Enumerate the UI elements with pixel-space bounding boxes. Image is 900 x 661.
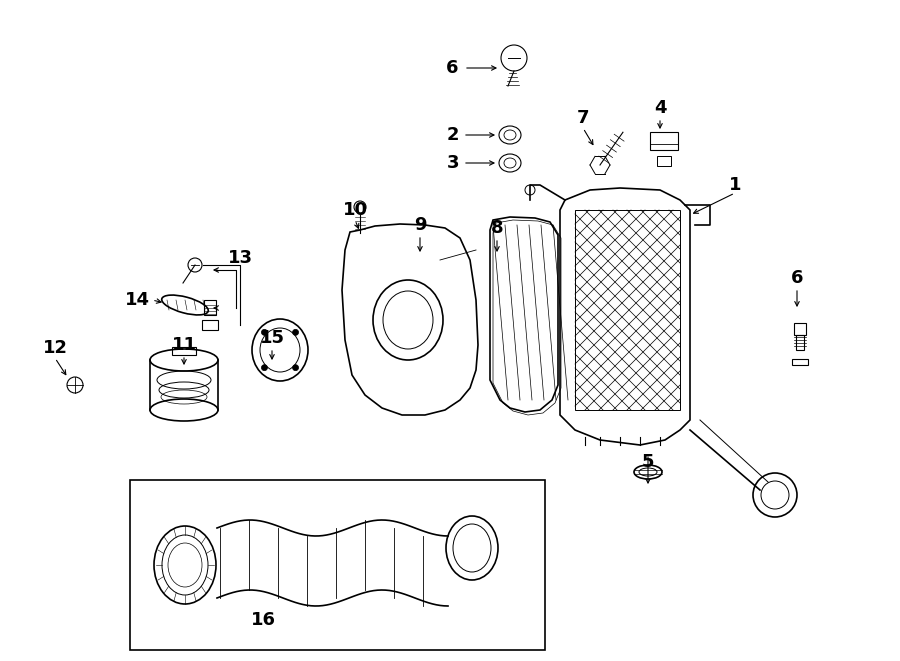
Bar bbox=[657, 156, 671, 166]
Text: 7: 7 bbox=[577, 109, 590, 127]
Text: 6: 6 bbox=[446, 59, 458, 77]
Circle shape bbox=[292, 365, 299, 371]
Text: 8: 8 bbox=[491, 219, 503, 237]
Text: 11: 11 bbox=[172, 336, 196, 354]
Text: 2: 2 bbox=[446, 126, 459, 144]
Text: 14: 14 bbox=[124, 291, 149, 309]
Text: 15: 15 bbox=[259, 329, 284, 347]
Text: 12: 12 bbox=[42, 339, 68, 357]
Text: 10: 10 bbox=[343, 201, 367, 219]
Bar bbox=[792, 359, 808, 365]
Text: 5: 5 bbox=[642, 453, 654, 471]
Text: 3: 3 bbox=[446, 154, 459, 172]
Text: 6: 6 bbox=[791, 269, 803, 287]
Bar bbox=[794, 323, 806, 335]
Text: 4: 4 bbox=[653, 99, 666, 117]
Text: 13: 13 bbox=[228, 249, 253, 267]
Bar bbox=[202, 320, 218, 330]
Text: 16: 16 bbox=[250, 611, 275, 629]
Circle shape bbox=[261, 365, 267, 371]
Bar bbox=[796, 335, 804, 350]
Circle shape bbox=[261, 329, 267, 335]
Bar bbox=[650, 132, 678, 150]
Bar bbox=[172, 347, 196, 355]
Text: 9: 9 bbox=[414, 216, 427, 234]
Circle shape bbox=[292, 329, 299, 335]
Bar bbox=[130, 480, 545, 650]
Bar bbox=[204, 300, 216, 315]
Text: 1: 1 bbox=[729, 176, 742, 194]
Bar bbox=[575, 210, 680, 410]
